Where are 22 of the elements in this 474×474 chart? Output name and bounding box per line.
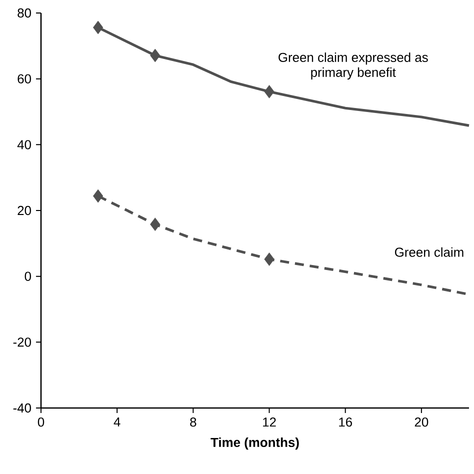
x-tick-label: 8 [190, 417, 196, 427]
point [93, 20, 104, 34]
y-tick-label: 60 [18, 74, 31, 84]
y-tick-label: 80 [18, 8, 31, 18]
y-tick-label: -40 [13, 403, 31, 413]
x-tick-label: 16 [339, 417, 352, 427]
x-tick-label: 0 [38, 417, 44, 427]
y-tick-label: 0 [24, 272, 32, 281]
x-tick-label: 20 [414, 417, 428, 427]
series-label: Green claim [394, 247, 464, 257]
y-tick-label: -20 [13, 338, 31, 347]
x-axis-title: Time (months) [210, 437, 299, 450]
series-label: Green claim expressed as primary benefit [278, 52, 428, 80]
point [150, 48, 160, 62]
point [264, 84, 274, 98]
point [93, 189, 104, 203]
point [264, 252, 274, 266]
x-tick-label: 4 [114, 418, 120, 426]
y-tick-label: 20 [18, 206, 31, 216]
x-tick-label: 12 [263, 417, 276, 427]
point [150, 218, 160, 231]
y-tick-label: 40 [17, 140, 31, 150]
